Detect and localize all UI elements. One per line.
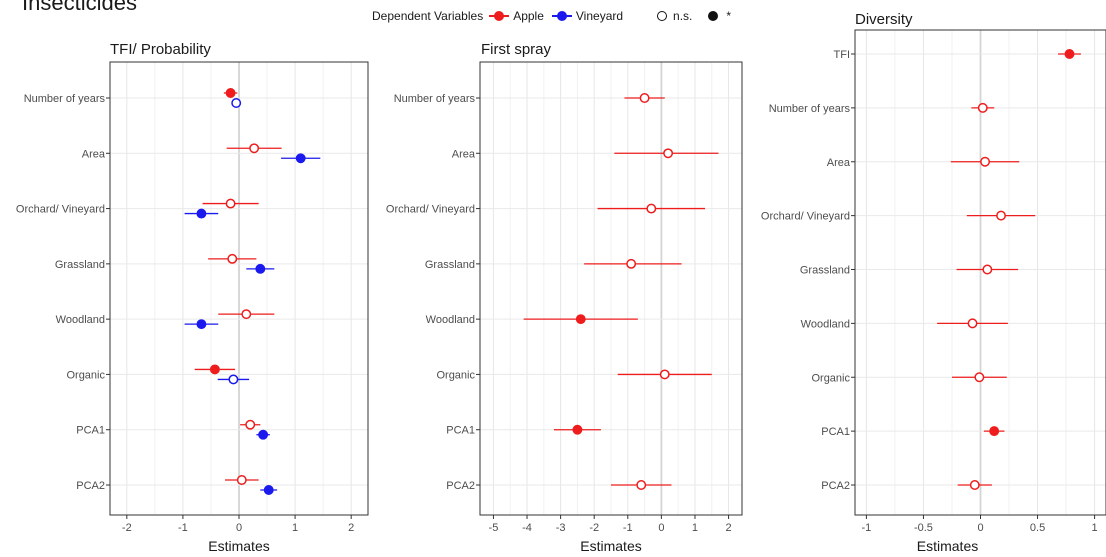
y-tick-label: Area (452, 148, 476, 160)
y-tick-label: Number of years (24, 93, 106, 105)
y-tick-label: Orchard/ Vineyard (386, 204, 475, 216)
estimate-point (626, 258, 637, 269)
x-tick-label: -1 (623, 522, 633, 534)
estimate-point-significant (225, 88, 236, 98)
y-tick-label: Area (82, 148, 106, 160)
x-axis-label: Estimates (917, 538, 978, 554)
y-tick-label: Organic (436, 369, 475, 381)
y-tick-label: PCA1 (446, 425, 475, 437)
y-tick-label: Woodland (801, 318, 850, 330)
estimate-point (977, 102, 988, 113)
estimate-point (227, 253, 238, 264)
y-tick-label: Orchard/ Vineyard (761, 211, 850, 223)
estimate-point (231, 98, 242, 108)
legend-label-vineyard: Vineyard (575, 9, 624, 23)
y-tick-label: Grassland (800, 265, 850, 277)
estimate-point (636, 480, 647, 490)
estimate-point-significant (295, 153, 306, 164)
page-title: Insecticides (22, 0, 137, 15)
estimate-point-significant (1064, 49, 1075, 59)
x-tick-label: -1 (862, 522, 872, 534)
panel-title: Diversity (855, 11, 913, 28)
x-tick-label: -1 (178, 522, 188, 534)
estimate-point (245, 419, 256, 430)
estimate-point-significant (209, 364, 220, 375)
estimate-point (228, 374, 239, 385)
estimate-point (980, 156, 991, 167)
estimate-point (241, 309, 252, 320)
estimate-point (663, 148, 674, 159)
estimate-point (646, 203, 657, 214)
x-tick-label: -0.5 (914, 522, 933, 534)
y-tick-label: Grassland (55, 259, 105, 271)
x-axis-label: Estimates (580, 538, 641, 554)
legend-label-ns: n.s. (673, 9, 693, 23)
estimate-point-significant (263, 485, 274, 495)
estimate-point (225, 198, 236, 209)
x-axis-label: Estimates (208, 538, 269, 554)
y-tick-label: Organic (811, 372, 850, 384)
x-tick-label: 2 (726, 522, 732, 534)
legend-label-apple: Apple (513, 9, 544, 23)
legend-key-apple-icon (489, 10, 510, 22)
open-circle-icon (657, 11, 668, 21)
y-tick-label: PCA2 (446, 480, 475, 492)
legend-key-vineyard-icon (551, 10, 572, 22)
x-tick-label: -4 (522, 522, 532, 534)
legend: Dependent Variables Apple Vineyard n.s. … (372, 6, 731, 26)
estimate-point-significant (572, 424, 583, 435)
x-tick-label: 0 (236, 522, 242, 534)
x-tick-label: 1 (1092, 522, 1098, 534)
estimate-point-significant (258, 429, 269, 440)
y-tick-label: Area (827, 157, 851, 169)
x-tick-label: 0.5 (1030, 522, 1045, 534)
y-tick-label: PCA1 (76, 425, 105, 437)
y-tick-label: Woodland (426, 314, 475, 326)
x-tick-label: 2 (348, 522, 354, 534)
estimate-point (659, 369, 670, 380)
y-tick-label: Orchard/ Vineyard (16, 204, 105, 216)
y-tick-label: Woodland (56, 314, 105, 326)
y-tick-label: PCA2 (76, 480, 105, 492)
estimate-point (982, 264, 993, 275)
filled-circle-icon (708, 11, 719, 21)
panel-title: First spray (481, 41, 552, 58)
estimate-point (967, 318, 978, 329)
x-tick-label: 0 (977, 522, 983, 534)
estimate-point-significant (255, 263, 266, 274)
estimate-point (639, 93, 650, 103)
panel-title: TFI/ Probability (110, 41, 211, 58)
x-tick-label: -2 (122, 522, 132, 534)
x-tick-label: -5 (489, 522, 499, 534)
y-tick-label: Grassland (425, 259, 475, 271)
y-tick-label: Organic (66, 369, 105, 381)
estimate-point-significant (575, 314, 586, 325)
estimate-point (236, 475, 247, 485)
estimate-point (249, 143, 260, 154)
panel-border (479, 61, 743, 516)
estimate-point-significant (989, 426, 1000, 437)
y-tick-label: Number of years (394, 93, 476, 105)
y-tick-label: PCA2 (821, 480, 850, 492)
x-tick-label: 1 (692, 522, 698, 534)
estimate-point (969, 480, 980, 490)
y-tick-label: PCA1 (821, 426, 850, 438)
y-tick-label: Number of years (769, 103, 851, 115)
x-tick-label: -3 (556, 522, 566, 534)
y-tick-label: TFI (834, 49, 851, 61)
x-tick-label: 1 (292, 522, 298, 534)
estimate-point (974, 372, 985, 383)
legend-title: Dependent Variables (372, 9, 484, 23)
estimate-point (996, 210, 1006, 221)
legend-label-significant: * (726, 9, 732, 23)
estimate-point-significant (196, 319, 207, 330)
estimate-point-significant (196, 208, 207, 219)
x-tick-label: -2 (589, 522, 599, 534)
x-tick-label: 0 (658, 522, 664, 534)
